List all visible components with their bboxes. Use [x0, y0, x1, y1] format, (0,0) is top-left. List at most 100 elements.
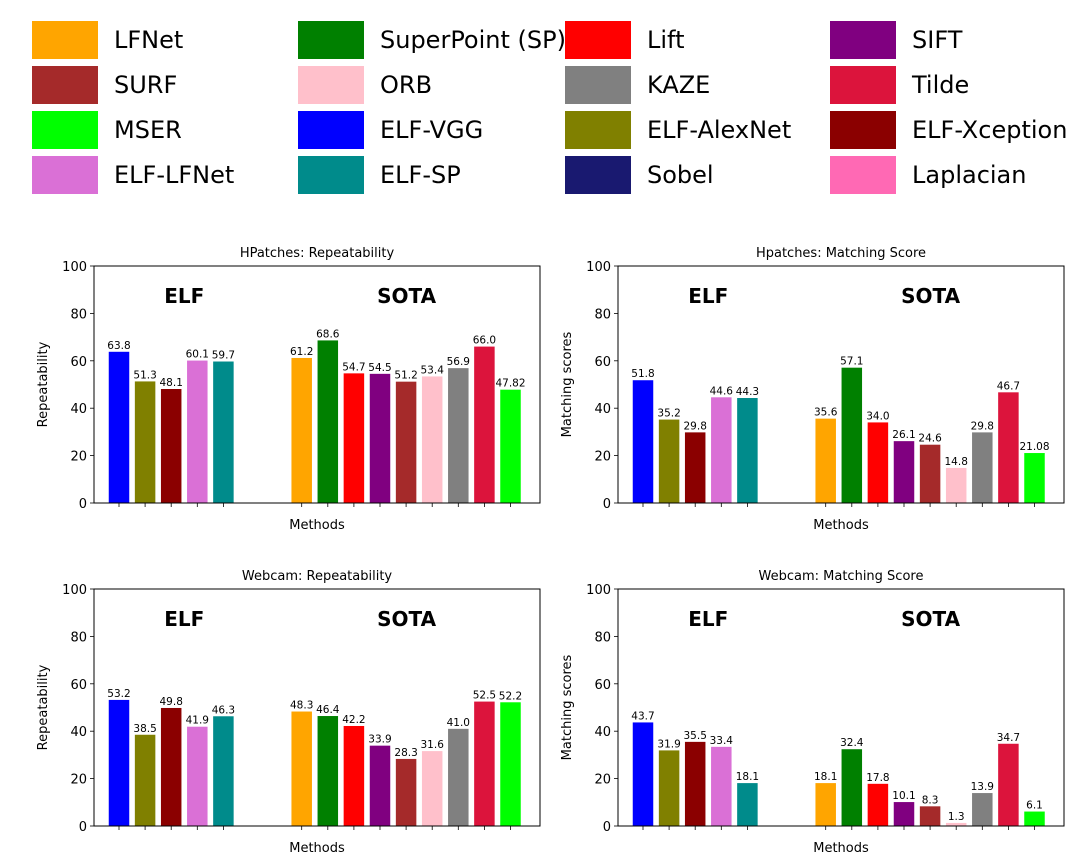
bar-value-label: 26.1 — [892, 429, 915, 441]
bar-value-label: 53.4 — [421, 364, 445, 376]
y-tick-label: 40 — [594, 402, 611, 417]
bar-value-label: 41.0 — [447, 717, 470, 729]
legend-swatch — [565, 21, 631, 59]
legend-swatch — [298, 66, 364, 104]
bar-value-label: 54.7 — [342, 361, 365, 373]
legend-item: Lift — [565, 20, 684, 60]
bar-value-label: 18.1 — [814, 771, 837, 783]
bar-value-label: 66.0 — [473, 335, 496, 347]
chart-panel: Webcam: Matching Score 43.7 31.9 35.5 33.4 18… — [560, 569, 1065, 856]
bar-elf-alexnet — [658, 750, 680, 826]
bar-value-label: 32.4 — [840, 737, 864, 749]
bar-tilde — [474, 701, 495, 826]
bar-value-label: 34.0 — [866, 410, 889, 422]
bar-value-label: 24.6 — [918, 433, 942, 445]
legend-item: ELF-Xception — [830, 110, 1067, 150]
bar-value-label: 35.5 — [684, 730, 707, 742]
legend-label: Lift — [647, 26, 685, 54]
legend-label: SURF — [114, 71, 178, 99]
bar-value-label: 56.9 — [447, 356, 470, 368]
y-tick-label: 0 — [603, 820, 611, 835]
bar-kaze — [972, 432, 993, 503]
group-label-elf: ELF — [688, 607, 728, 631]
bar-superpoint-sp- — [841, 749, 863, 826]
bar-superpoint-sp- — [317, 340, 339, 503]
legend-label: KAZE — [647, 71, 711, 99]
plot-frame — [93, 265, 541, 504]
y-tick-label: 100 — [586, 583, 611, 598]
bar-value-label: 35.2 — [657, 408, 680, 420]
legend-item: ELF-AlexNet — [565, 110, 791, 150]
legend-label: ELF-Xception — [912, 116, 1068, 144]
bar-mser — [500, 389, 521, 503]
y-tick-label: 80 — [70, 307, 87, 322]
bar-value-label: 68.6 — [316, 328, 340, 340]
legend-swatch — [32, 156, 98, 194]
bar-value-label: 51.3 — [133, 369, 156, 381]
bar-elf-alexnet — [134, 734, 156, 826]
bar-value-label: 31.9 — [657, 738, 680, 750]
bar-value-label: 51.2 — [394, 370, 417, 382]
bar-elf-sp — [213, 716, 234, 826]
bar-value-label: 13.9 — [971, 781, 994, 793]
bar-elf-lfnet — [187, 360, 208, 503]
y-axis-label: Matching scores — [560, 331, 575, 437]
legend-label: LFNet — [114, 26, 184, 54]
y-tick-label: 60 — [70, 355, 87, 370]
bar-orb — [945, 467, 967, 503]
chart-panel: Webcam: Repeatability53.238.549.841.946.… — [36, 569, 541, 856]
bar-elf-vgg — [108, 351, 130, 503]
bar-value-label: 60.1 — [186, 349, 209, 361]
legend-label: Tilde — [912, 71, 970, 99]
legend-item: SURF — [32, 65, 177, 105]
bar-value-label: 46.7 — [997, 380, 1020, 392]
y-tick-label: 100 — [586, 260, 611, 275]
y-tick-label: 60 — [70, 678, 87, 693]
legend-item: Laplacian — [830, 155, 1026, 195]
chart-title: Hpatches: Matching Score — [756, 246, 926, 261]
bar-orb — [421, 376, 443, 503]
bar-value-label: 28.3 — [394, 747, 417, 759]
y-tick-label: 40 — [70, 725, 87, 740]
bar-surf — [395, 381, 417, 503]
bar-superpoint-sp- — [841, 367, 863, 503]
legend-item: LFNet — [32, 20, 183, 60]
bar-lfnet — [815, 783, 836, 826]
y-tick-label: 0 — [79, 497, 87, 512]
bar-elf-vgg — [632, 722, 654, 826]
y-tick-label: 20 — [594, 450, 611, 465]
bar-kaze — [972, 793, 993, 826]
y-tick-label: 20 — [70, 773, 87, 788]
bar-superpoint-sp- — [317, 716, 339, 826]
bar-lift — [343, 373, 365, 503]
bar-value-label: 29.8 — [971, 420, 994, 432]
bar-value-label: 34.7 — [997, 732, 1020, 744]
legend-label: MSER — [114, 116, 182, 144]
legend-item: SIFT — [830, 20, 962, 60]
y-tick-label: 80 — [70, 630, 87, 645]
legend-swatch — [830, 66, 896, 104]
bar-elf-lfnet — [711, 397, 732, 503]
y-axis-label: Repeatability — [36, 341, 51, 427]
bar-value-label: 42.2 — [342, 714, 365, 726]
bar-value-label: 33.4 — [710, 735, 734, 747]
bar-elf-vgg — [108, 699, 130, 826]
legend-item: MSER — [32, 110, 182, 150]
legend: LFNet SuperPoint (SP) Lift SIFT SURF ORB KAZE T… — [0, 0, 1070, 200]
legend-item: ELF-LFNet — [32, 155, 234, 195]
bar-lift — [867, 422, 889, 503]
y-tick-label: 100 — [62, 260, 87, 275]
bar-value-label: 52.2 — [499, 690, 522, 702]
legend-label: Laplacian — [912, 161, 1027, 189]
chart-title: HPatches: Repeatability — [240, 246, 395, 261]
bar-elf-xception — [160, 389, 182, 503]
legend-swatch — [298, 21, 364, 59]
bar-elf-alexnet — [658, 419, 680, 503]
bar-surf — [395, 758, 417, 826]
legend-swatch — [565, 156, 631, 194]
legend-item: ELF-VGG — [298, 110, 483, 150]
y-tick-label: 80 — [594, 630, 611, 645]
bar-value-label: 38.5 — [133, 723, 156, 735]
bar-elf-xception — [684, 432, 706, 503]
